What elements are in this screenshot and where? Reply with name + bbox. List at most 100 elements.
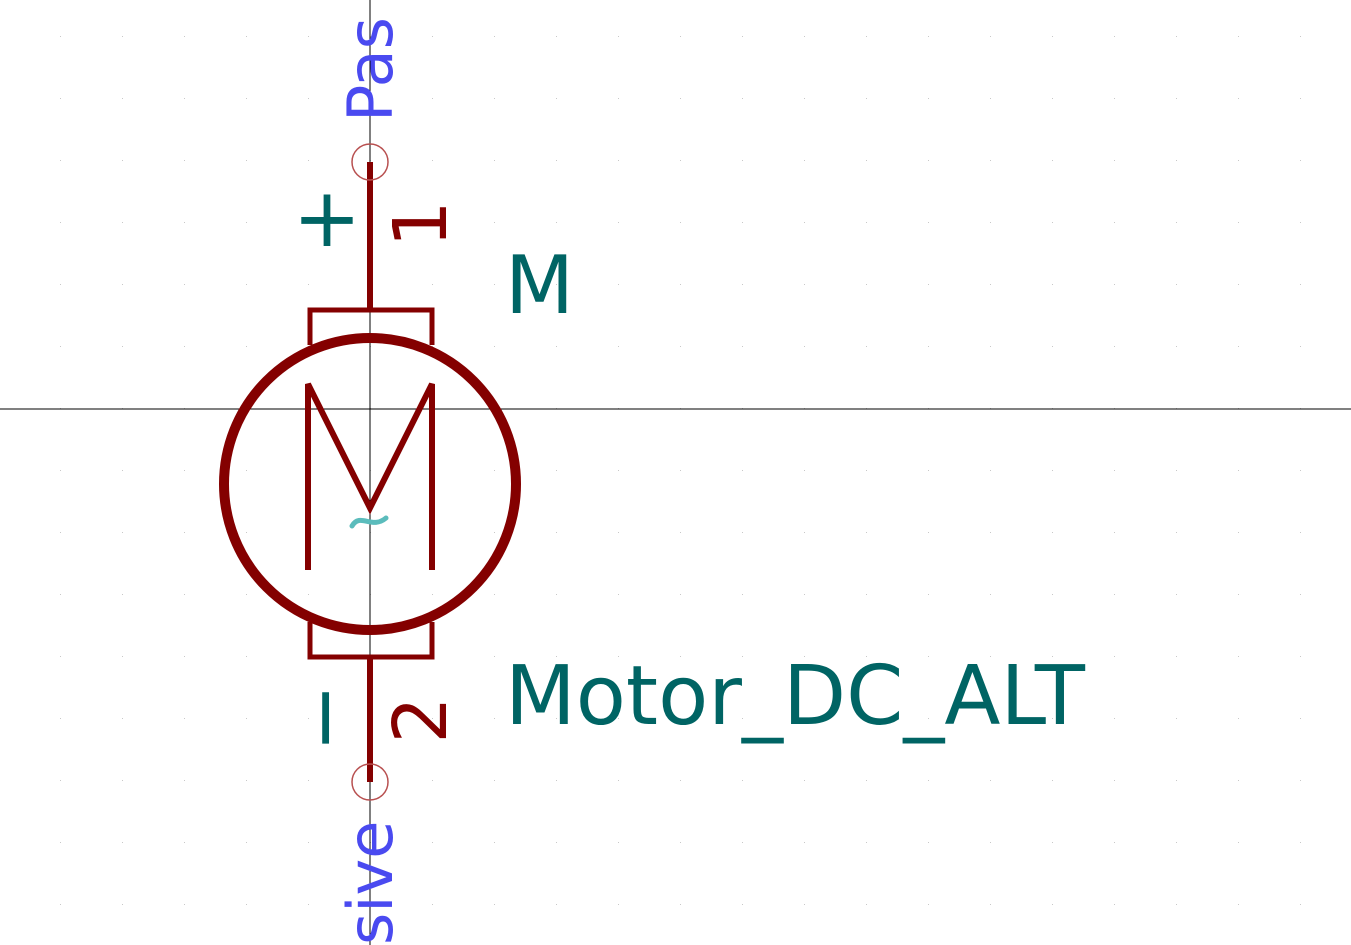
grid-dot	[618, 780, 619, 781]
grid-dot	[308, 718, 309, 719]
grid-dot	[928, 842, 929, 843]
grid-dot	[1176, 222, 1177, 223]
grid-dot	[308, 780, 309, 781]
grid-dot	[1238, 160, 1239, 161]
grid-dot	[1238, 842, 1239, 843]
grid-dot	[742, 470, 743, 471]
grid-dot	[556, 98, 557, 99]
grid-dot	[308, 842, 309, 843]
grid-dot	[556, 160, 557, 161]
grid-dot	[556, 904, 557, 905]
grid-dot	[1300, 656, 1301, 657]
grid-dot	[804, 222, 805, 223]
grid-dot	[928, 532, 929, 533]
grid-dot	[556, 222, 557, 223]
grid-dot	[742, 532, 743, 533]
grid-dot	[432, 780, 433, 781]
pin-1-number: 1	[378, 200, 464, 247]
grid-dot	[866, 160, 867, 161]
grid-dot	[60, 222, 61, 223]
grid-dot	[494, 284, 495, 285]
grid-dot	[1114, 284, 1115, 285]
grid-dot	[1052, 284, 1053, 285]
grid-dot	[122, 842, 123, 843]
grid-dot	[618, 346, 619, 347]
ac-tilde-icon	[349, 515, 389, 529]
grid-dot	[184, 346, 185, 347]
grid-dot	[742, 594, 743, 595]
grid-dot	[184, 470, 185, 471]
grid-dot	[680, 656, 681, 657]
grid-dot	[60, 594, 61, 595]
grid-dot	[804, 36, 805, 37]
pin-2-end-circle[interactable]	[351, 763, 389, 801]
grid-dot	[122, 718, 123, 719]
reference-field[interactable]: M	[505, 239, 574, 332]
grid-dot	[1114, 718, 1115, 719]
grid-dot	[680, 532, 681, 533]
grid-dot	[1238, 98, 1239, 99]
grid-dot	[1114, 470, 1115, 471]
grid-dot	[742, 98, 743, 99]
grid-dot	[742, 904, 743, 905]
grid-dot	[494, 470, 495, 471]
grid-dot	[804, 160, 805, 161]
grid-dot	[618, 842, 619, 843]
grid-dot	[1114, 656, 1115, 657]
grid-dot	[122, 470, 123, 471]
grid-dot	[60, 780, 61, 781]
grid-dot	[618, 98, 619, 99]
grid-dot	[494, 160, 495, 161]
grid-dot	[494, 346, 495, 347]
grid-dot	[1114, 222, 1115, 223]
grid-dot	[680, 36, 681, 37]
grid-dot	[184, 594, 185, 595]
grid-dot	[432, 718, 433, 719]
grid-dot	[990, 222, 991, 223]
grid-dot	[866, 718, 867, 719]
grid-dot	[804, 284, 805, 285]
grid-dot	[1114, 842, 1115, 843]
grid-dot	[494, 594, 495, 595]
value-field[interactable]: Motor_DC_ALT	[505, 649, 1086, 744]
grid-dot	[308, 594, 309, 595]
grid-dot	[122, 160, 123, 161]
pin-1-type-text: Pas	[334, 17, 407, 122]
grid-dot	[432, 222, 433, 223]
grid-dot	[1238, 532, 1239, 533]
grid-dot	[742, 718, 743, 719]
grid-dot	[742, 842, 743, 843]
pin-1-end-circle[interactable]	[351, 143, 389, 181]
pin-1-polarity: +	[293, 171, 362, 266]
grid-dot	[246, 98, 247, 99]
grid-dot	[556, 718, 557, 719]
grid-dot	[556, 532, 557, 533]
grid-dot	[184, 532, 185, 533]
top-brush	[307, 307, 435, 345]
grid-dot	[990, 532, 991, 533]
grid-dot	[990, 780, 991, 781]
grid-dot	[246, 284, 247, 285]
grid-dot	[804, 594, 805, 595]
grid-dot	[866, 470, 867, 471]
grid-dot	[1300, 904, 1301, 905]
grid-dot	[1238, 284, 1239, 285]
grid-dot	[1300, 842, 1301, 843]
motor-body-circle[interactable]	[219, 333, 521, 635]
grid-dot	[494, 780, 495, 781]
grid-dot	[184, 36, 185, 37]
grid-dot	[432, 98, 433, 99]
grid-dot	[60, 718, 61, 719]
grid-dot	[494, 532, 495, 533]
grid-dot	[990, 594, 991, 595]
grid-dot	[680, 346, 681, 347]
grid-dot	[990, 656, 991, 657]
grid-dot	[556, 36, 557, 37]
grid-dot	[928, 718, 929, 719]
grid-dot	[122, 222, 123, 223]
grid-dot	[184, 284, 185, 285]
grid-dot	[432, 346, 433, 347]
grid-dot	[246, 780, 247, 781]
grid-dot	[1114, 594, 1115, 595]
